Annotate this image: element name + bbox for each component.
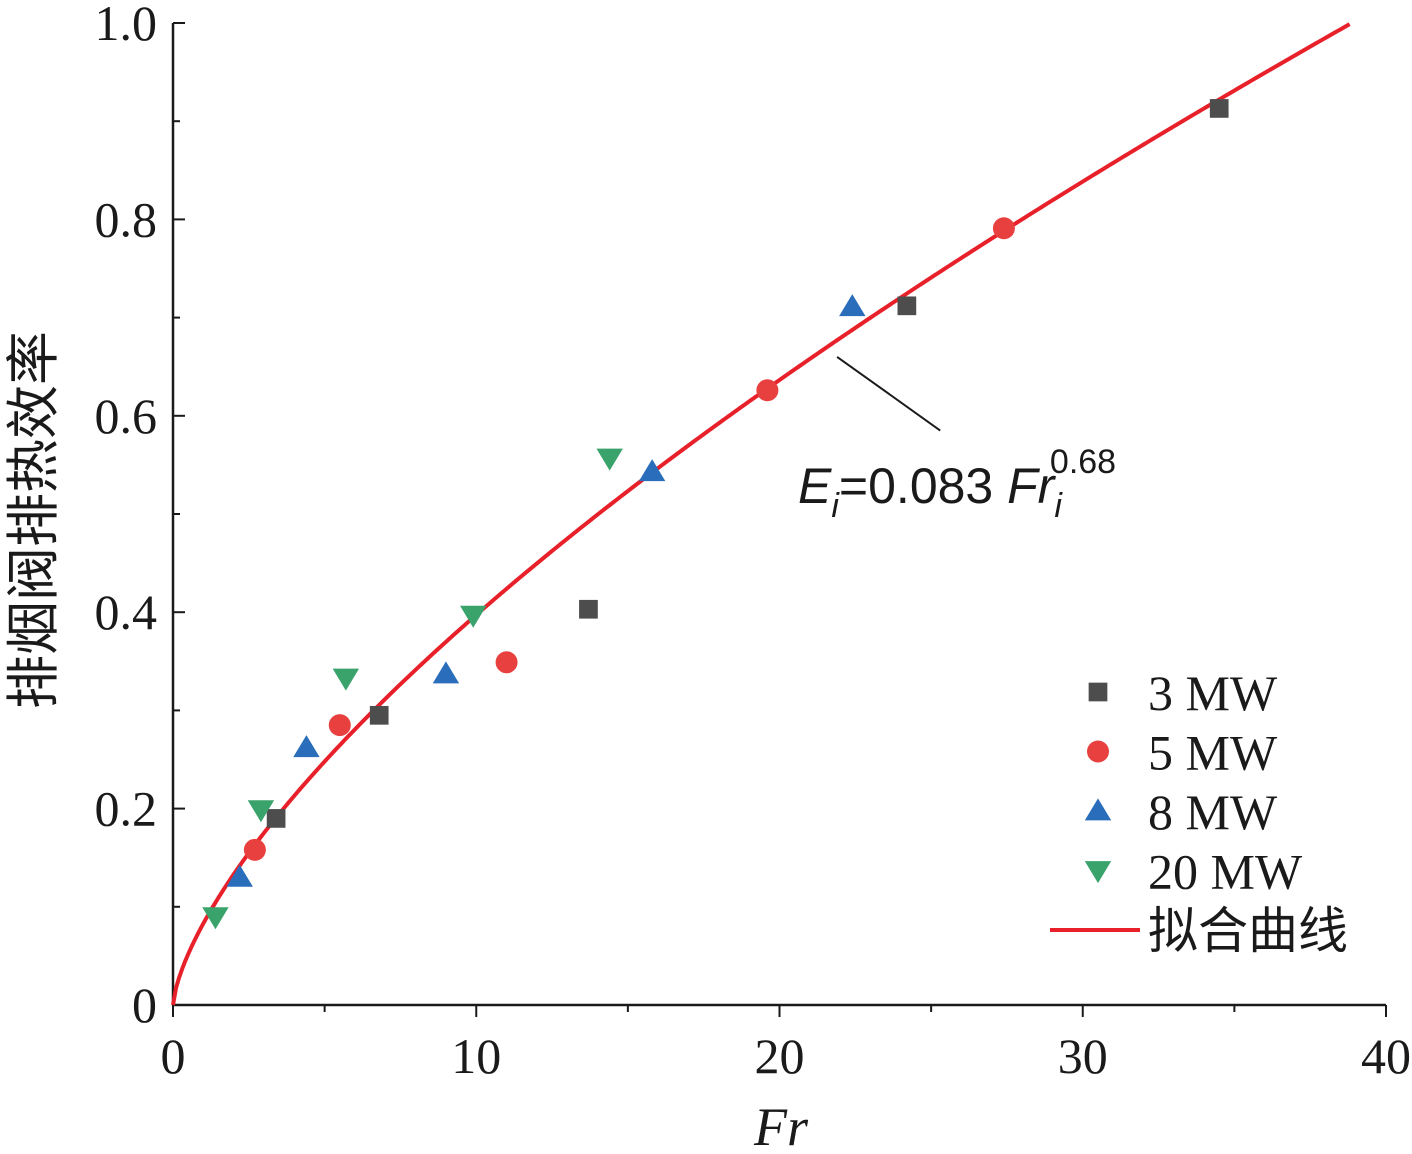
y-tick-label: 1.0 xyxy=(95,0,158,51)
data-point xyxy=(369,705,389,725)
fit-equation-annotation: Ei=0.083 Fri0.68 xyxy=(798,443,1116,525)
data-point xyxy=(328,714,351,737)
data-point xyxy=(432,661,460,684)
data-point xyxy=(460,605,487,628)
x-ticks: 0 10 20 30 40 xyxy=(161,1005,1411,1084)
data-point xyxy=(247,800,275,823)
data-point xyxy=(495,651,518,674)
x-tick-label: 10 xyxy=(451,1028,501,1084)
legend-label: 5 MW xyxy=(1148,725,1278,781)
y-tick-label: 0.4 xyxy=(95,584,158,640)
y-axis-title: 排烟阀排热效率 xyxy=(4,331,64,709)
y-tick-label: 0.6 xyxy=(95,388,158,444)
x-tick-label: 0 xyxy=(161,1028,186,1084)
annotation-sub-i: i xyxy=(831,487,840,525)
data-point xyxy=(756,379,779,402)
data-point xyxy=(579,599,598,619)
annotation-E: E xyxy=(798,458,832,514)
data-point xyxy=(266,809,286,828)
legend-marker xyxy=(1087,740,1109,763)
x-tick-label: 20 xyxy=(755,1028,805,1084)
data-point xyxy=(638,459,666,482)
annotation-Fr: Fr xyxy=(1007,458,1057,514)
y-tick-label: 0.8 xyxy=(95,191,158,247)
data-point xyxy=(992,217,1015,240)
legend-label: 8 MW xyxy=(1148,784,1278,840)
x-tick-label: 40 xyxy=(1361,1028,1411,1084)
data-point xyxy=(202,907,229,930)
data-point xyxy=(226,864,253,887)
x-axis-title: Fr xyxy=(753,1097,809,1154)
annotation-sub-i-2: i xyxy=(1054,487,1063,525)
data-point xyxy=(332,668,360,691)
legend-marker xyxy=(1084,861,1112,884)
data-point xyxy=(243,838,266,861)
legend-label: 3 MW xyxy=(1148,665,1278,721)
legend-label: 20 MW xyxy=(1148,844,1303,900)
y-tick-label: 0.2 xyxy=(95,781,158,837)
data-point xyxy=(839,294,866,317)
y-tick-label: 0 xyxy=(132,977,157,1033)
data-point xyxy=(293,735,320,758)
legend-marker xyxy=(1084,798,1112,821)
data-point xyxy=(596,448,623,471)
data-point xyxy=(1209,99,1229,118)
annotation-leader-line xyxy=(836,356,941,432)
data-point xyxy=(897,296,917,316)
annotation-equation: =0.083 xyxy=(839,458,1007,514)
legend-marker xyxy=(1088,682,1108,702)
y-ticks: 0 0.2 0.4 0.6 0.8 1.0 xyxy=(95,0,185,1033)
annotation-exponent: 0.68 xyxy=(1050,443,1116,481)
data-points xyxy=(202,99,1229,930)
legend-label: 拟合曲线 xyxy=(1148,903,1348,959)
x-tick-label: 30 xyxy=(1058,1028,1108,1084)
